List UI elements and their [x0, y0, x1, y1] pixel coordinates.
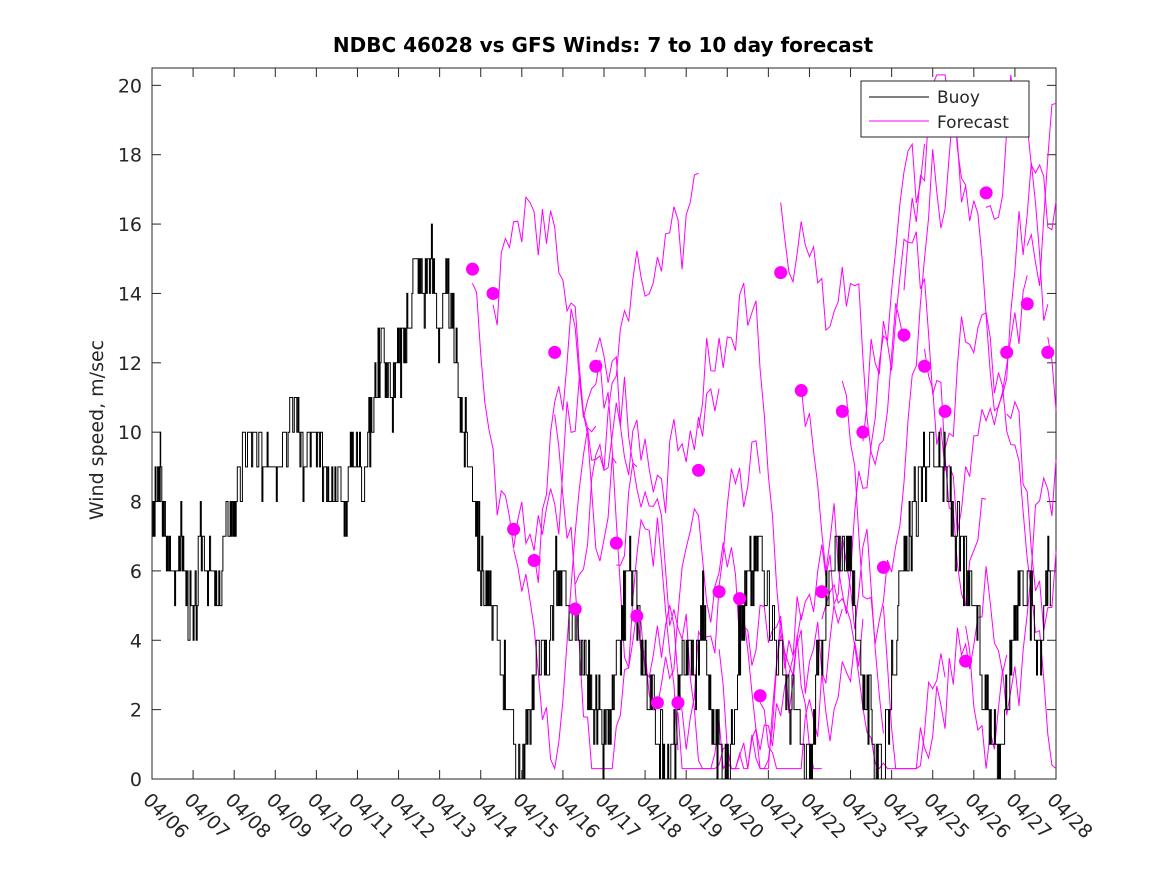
forecast-marker-19 [856, 425, 870, 439]
forecast-marker-12 [712, 585, 726, 599]
forecast-marker-22 [918, 359, 932, 373]
forecast-line-28 [1047, 336, 1057, 411]
y-tick-label-0: 0 [130, 769, 142, 791]
forecast-line-0 [472, 282, 597, 551]
y-tick-label-8: 16 [118, 214, 142, 236]
forecast-marker-27 [1020, 297, 1034, 311]
y-tick-label-4: 8 [130, 492, 142, 514]
forecast-line-27 [1026, 102, 1057, 286]
forecast-line-21 [903, 74, 1028, 412]
forecast-line-17 [821, 583, 946, 770]
forecast-line-5 [574, 172, 699, 585]
forecast-marker-4 [548, 345, 562, 359]
forecast-line-15 [780, 202, 905, 467]
forecast-line-20 [882, 566, 1008, 770]
forecast-marker-15 [774, 266, 788, 280]
forecast-marker-25 [979, 186, 993, 200]
forecast-marker-16 [794, 384, 808, 398]
chart-title: NDBC 46028 vs GFS Winds: 7 to 10 day for… [333, 33, 874, 57]
forecast-marker-23 [938, 404, 952, 418]
forecast-line-26 [1006, 400, 1057, 631]
forecast-line-2 [513, 376, 638, 771]
plot-frame [151, 67, 1057, 780]
forecast-line-1 [492, 195, 617, 562]
forecast-line-8 [636, 440, 761, 750]
forecast-marker-28 [1041, 345, 1055, 359]
forecast-marker-14 [753, 689, 767, 703]
forecast-line-6 [595, 337, 720, 514]
legend: Buoy Forecast [860, 80, 1030, 138]
y-tick-label-6: 12 [118, 353, 142, 375]
forecast-marker-2 [507, 522, 521, 536]
forecast-line-19 [862, 231, 987, 606]
forecast-line-22 [924, 162, 1049, 533]
y-tick-label-5: 10 [118, 422, 142, 444]
forecast-marker-21 [897, 328, 911, 342]
legend-buoy-label: Buoy [937, 88, 980, 108]
y-tick-label-9: 18 [118, 145, 142, 167]
forecast-line-12 [718, 544, 843, 770]
forecast-marker-26 [1000, 345, 1014, 359]
forecast-marker-9 [650, 696, 664, 710]
forecast-line-4 [554, 414, 679, 770]
y-tick-label-7: 14 [118, 283, 142, 305]
forecast-line-23 [944, 311, 1057, 769]
y-tick-label-1: 2 [130, 700, 142, 722]
forecast-marker-5 [568, 602, 582, 616]
buoy-line [152, 223, 1052, 780]
forecast-marker-13 [733, 592, 747, 606]
y-tick-label-10: 20 [118, 75, 142, 97]
forecast-marker-10 [671, 696, 685, 710]
y-tick-label-3: 6 [130, 561, 142, 583]
forecast-marker-1 [486, 286, 500, 300]
forecast-line-13 [739, 604, 864, 742]
forecast-marker-11 [692, 463, 706, 477]
legend-forecast-label: Forecast [937, 113, 1009, 133]
forecast-marker-24 [959, 654, 973, 668]
forecast-marker-20 [876, 560, 890, 574]
forecast-marker-3 [527, 553, 541, 567]
y-axis-label: Wind speed, m/sec [86, 340, 108, 520]
y-tick-label-2: 4 [130, 630, 142, 652]
forecast-marker-8 [630, 609, 644, 623]
forecast-marker-7 [609, 536, 623, 550]
forecast-marker-6 [589, 359, 603, 373]
plot-area: 0246810121416182004/0604/0704/0804/0904/… [118, 67, 1097, 843]
forecast-line-11 [698, 282, 822, 770]
forecast-line-18 [841, 106, 967, 644]
legend-box [860, 80, 1030, 138]
forecast-marker-0 [466, 262, 480, 276]
forecast-line-24 [965, 459, 1057, 769]
forecast-line-16 [800, 142, 925, 614]
forecast-marker-17 [815, 585, 829, 599]
forecast-marker-18 [835, 404, 849, 418]
